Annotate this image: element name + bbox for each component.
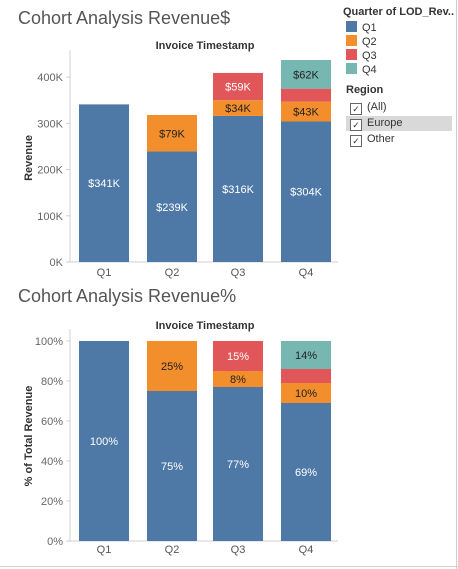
legend-item-q3[interactable]: Q3	[346, 49, 377, 62]
chart-1-bar-q4-q2	[281, 101, 331, 122]
region-label-all: (All)	[367, 101, 387, 113]
chart-2-y-tick-label: 80%	[41, 376, 63, 388]
chart-1-data-label-q4-q1: $304K	[290, 187, 322, 199]
chart-2-subtitle: Invoice Timestamp	[155, 320, 255, 332]
legend-swatch-q1	[346, 21, 357, 32]
chart-1-y-tick-label: 200K	[37, 165, 63, 177]
chart-2-bar-q3-q3	[213, 341, 263, 371]
chart-2-data-label-q4-q2: 10%	[295, 388, 317, 400]
chart-1-bar-q4-q4	[281, 60, 331, 89]
chart-2-data-label-q3-q3: 15%	[227, 351, 249, 363]
chart-2-y-tick-label: 60%	[41, 416, 63, 428]
chart-2-bar-q2-q2	[147, 341, 197, 391]
chart-1-data-label-q4-q4: $62K	[293, 69, 319, 81]
chart-2-bar-q4-q1	[281, 403, 331, 541]
chart-2-data-label-q4-q4: 14%	[295, 350, 317, 362]
chart-1-bar-q1-q1	[79, 104, 129, 262]
chart-2-y-tick-label: 100%	[35, 336, 63, 348]
chart-1-y-tick-label: 400K	[37, 72, 63, 84]
chart-1-bar-q4-q3	[281, 88, 331, 102]
chart-1-x-tick-label-q2: Q2	[165, 267, 180, 279]
region-label-other: Other	[367, 133, 395, 145]
region-label-europe: Europe	[367, 117, 403, 129]
chart-2-bar-q2-q1	[147, 391, 197, 541]
chart-1-title: Cohort Analysis Revenue$	[18, 8, 231, 28]
legend-label-q3: Q3	[362, 50, 377, 62]
chart-1-x-tick-label-q4: Q4	[299, 267, 314, 279]
chart-1-data-label-q3-q1: $316K	[222, 184, 254, 196]
legend-item-q2[interactable]: Q2	[346, 35, 377, 48]
chart-1-data-label-q1-q1: $341K	[88, 178, 120, 190]
chart-1-bar-q3-q1	[213, 115, 263, 262]
chart-2-bar-q4-q4	[281, 341, 331, 369]
chart-1-data-label-q3-q3: $59K	[225, 82, 251, 94]
chart-2-data-label-q2-q1: 75%	[161, 461, 183, 473]
checkbox-europe[interactable]: ✓	[350, 119, 362, 131]
region-option-other[interactable]: ✓ Other	[346, 132, 452, 147]
region-option-all[interactable]: ✓ (All)	[346, 100, 452, 115]
chart-1-bar-q2-q2	[147, 115, 197, 152]
chart-2-bar-q3-q2	[213, 371, 263, 387]
chart-1-data-label-q2-q2: $79K	[159, 128, 185, 140]
chart-2-y-tick-label: 40%	[41, 456, 63, 468]
legend-label-q2: Q2	[362, 36, 377, 48]
chart-2-x-tick-label-q3: Q3	[231, 544, 246, 556]
chart-1-subtitle: Invoice Timestamp	[155, 40, 255, 52]
chart-1-data-label-q2-q1: $239K	[156, 202, 188, 214]
chart-1-data-label-q3-q2: $34K	[225, 103, 251, 115]
legend-swatch-q2	[346, 35, 357, 46]
legend-label-q1: Q1	[362, 22, 377, 34]
chart-1-bar-q3-q2	[213, 100, 263, 116]
chart-2-data-label-q1-q1: 100%	[90, 436, 118, 448]
chart-2-bar-q3-q1	[213, 387, 263, 541]
chart-1-y-axis-title: Revenue	[23, 135, 35, 181]
chart-2-x-tick-label-q2: Q2	[165, 544, 180, 556]
frame-bottom-border	[0, 566, 458, 567]
chart-2-y-tick-label: 20%	[41, 496, 63, 508]
chart-2-x-tick-label-q4: Q4	[299, 544, 314, 556]
chart-1-bar-q2-q1	[147, 151, 197, 262]
region-filter-title: Region	[346, 84, 384, 96]
checkbox-other[interactable]: ✓	[350, 135, 362, 147]
chart-1-y-tick-label: 0K	[50, 257, 64, 269]
chart-2-title: Cohort Analysis Revenue%	[18, 286, 237, 306]
legend-item-q1[interactable]: Q1	[346, 21, 377, 34]
chart-2-data-label-q3-q1: 77%	[227, 459, 249, 471]
chart-1-bar-q3-q3	[213, 72, 263, 101]
chart-2-y-axis-title: % of Total Revenue	[23, 386, 35, 487]
chart-2-data-label-q2-q2: 25%	[161, 361, 183, 373]
legend-label-q4: Q4	[362, 64, 377, 76]
chart-1-x-tick-label-q1: Q1	[97, 267, 112, 279]
chart-1-y-tick-label: 100K	[37, 211, 63, 223]
chart-2-x-tick-label-q1: Q1	[97, 544, 112, 556]
frame-right-border	[456, 0, 457, 569]
chart-1-x-tick-label-q3: Q3	[231, 267, 246, 279]
legend-swatch-q3	[346, 49, 357, 60]
chart-1-bar-q4-q1	[281, 121, 331, 263]
chart-2-bar-q4-q2	[281, 383, 331, 403]
legend-item-q4[interactable]: Q4	[346, 63, 377, 76]
chart-1-data-label-q4-q2: $43K	[293, 107, 319, 119]
legend-swatch-q4	[346, 63, 357, 74]
chart-1-y-tick-label: 300K	[37, 118, 63, 130]
region-option-europe[interactable]: ✓ Europe	[346, 116, 452, 131]
chart-2-data-label-q3-q2: 8%	[230, 374, 246, 386]
chart-2-bar-q4-q3	[281, 369, 331, 383]
chart-2-y-tick-label: 0%	[47, 536, 63, 548]
legend-title: Quarter of LOD_Rev..	[343, 6, 455, 18]
chart-2-bar-q1-q1	[79, 341, 129, 541]
checkbox-all[interactable]: ✓	[350, 103, 362, 115]
chart-2-data-label-q4-q1: 69%	[295, 467, 317, 479]
